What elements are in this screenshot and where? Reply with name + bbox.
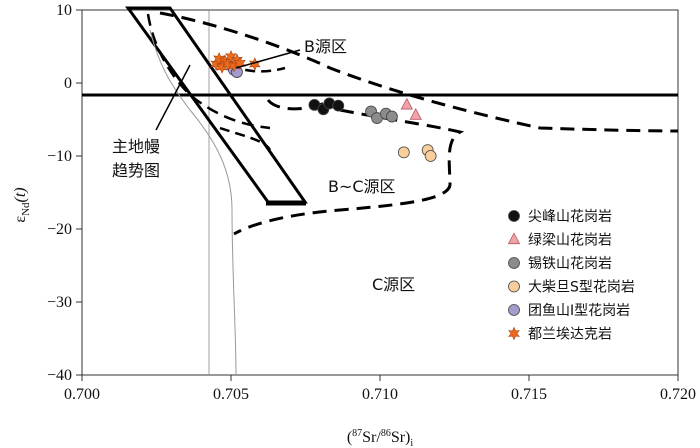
legend-label: 大柴旦S型花岗岩 — [528, 280, 635, 296]
y-axis-title-text: ε — [12, 216, 29, 223]
y-tick-label: 10 — [56, 2, 72, 19]
b-source-boundary — [159, 11, 679, 133]
data-point — [332, 99, 345, 112]
x-tick-label: 0.705 — [213, 386, 249, 403]
y-axis-title-sub: Nd — [20, 202, 32, 216]
bc-source-label: B~C源区 — [328, 177, 396, 196]
legend-label: 锡铁山花岗岩 — [528, 256, 612, 272]
bc-source-left-boundary — [219, 126, 272, 151]
mantle-trend-label-line2: 趋势图 — [112, 161, 160, 180]
legend-marker — [507, 232, 521, 245]
legend-label: 团鱼山I型花岗岩 — [528, 302, 630, 319]
x-axis-title-sub: i — [410, 438, 413, 448]
x-axis-title-sup2: 86 — [381, 428, 391, 439]
x-tick-label: 0.700 — [64, 386, 100, 403]
legend-marker — [508, 257, 520, 269]
legend-label: 都兰埃达克岩 — [528, 327, 612, 343]
data-points — [210, 49, 437, 162]
data-point — [400, 97, 413, 110]
x-axis-title-open: ( — [347, 429, 352, 446]
x-axis-title-sr1: Sr/ — [362, 429, 381, 446]
legend-label: 尖峰山花岗岩 — [528, 209, 612, 225]
y-axis-ticks: 10 0 −10 −20 −30 −40 — [47, 2, 82, 384]
x-tick-label: 0.710 — [362, 386, 398, 403]
y-axis-title-t: (t) — [12, 187, 29, 202]
y-axis-title: εNd(t) — [12, 187, 32, 222]
x-axis-ticks: 0.700 0.705 0.710 0.715 0.720 — [64, 375, 696, 403]
data-point — [397, 146, 410, 159]
x-tick-label: 0.720 — [660, 386, 696, 403]
mantle-trend-pointer — [155, 64, 191, 131]
y-tick-label: −40 — [47, 367, 72, 384]
legend-marker — [508, 280, 520, 293]
legend-label: 绿梁山花岗岩 — [528, 233, 612, 249]
data-point — [234, 56, 246, 71]
b-source-inner-boundary — [146, 13, 271, 130]
data-point — [409, 107, 422, 120]
data-point — [386, 110, 398, 123]
x-tick-label: 0.715 — [511, 386, 547, 403]
b-source-label: B源区 — [304, 37, 347, 56]
c-source-label: C源区 — [372, 275, 415, 294]
legend-marker — [508, 326, 520, 341]
mantle-trend-label-line1: 主地幔 — [112, 137, 160, 156]
x-axis-title-sup1: 87 — [352, 428, 362, 439]
c-source-thin-curve — [149, 29, 237, 376]
y-tick-label: 0 — [64, 75, 72, 92]
y-tick-label: −20 — [47, 221, 72, 238]
legend-marker — [508, 210, 520, 222]
data-point — [424, 150, 437, 162]
y-tick-label: −10 — [47, 148, 72, 165]
y-tick-label: −30 — [47, 294, 72, 311]
x-axis-title-sr2: Sr) — [391, 429, 411, 446]
legend-marker — [508, 304, 520, 316]
x-axis-title: (87Sr/86Sr)i — [347, 428, 414, 448]
b-source-pointer — [235, 49, 301, 69]
bc-source-boundary — [233, 98, 465, 236]
